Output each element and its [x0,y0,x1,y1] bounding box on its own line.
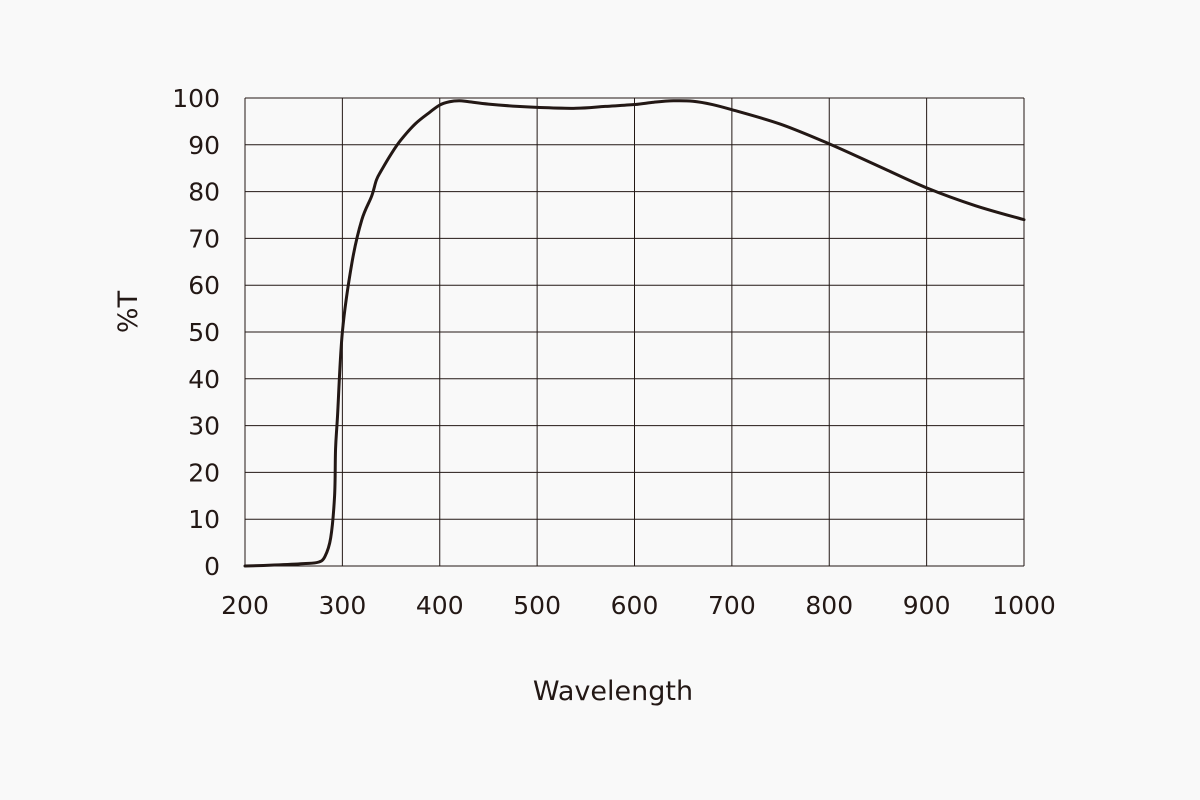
x-tick-label: 400 [416,591,464,620]
y-tick-label: 0 [204,552,220,581]
x-tick-label: 900 [903,591,951,620]
y-tick-label: 80 [188,178,220,207]
x-tick-label: 200 [221,591,269,620]
y-tick-label: 90 [188,131,220,160]
x-tick-label: 700 [708,591,756,620]
x-tick-label: 500 [513,591,561,620]
y-tick-label: 100 [172,84,220,113]
x-axis-title: Wavelength [533,676,693,707]
x-tick-labels: 200 300 400 500 600 700 800 900 1000 [221,591,1056,620]
x-tick-label: 300 [319,591,367,620]
series-line [243,99,1026,568]
y-tick-labels: 0 10 20 30 40 50 60 70 80 90 100 [172,84,220,581]
x-tick-label: 600 [611,591,659,620]
x-tick-label: 1000 [992,591,1056,620]
y-tick-label: 10 [188,505,220,534]
y-tick-label: 40 [188,365,220,394]
grid [244,97,1025,567]
y-tick-label: 20 [188,458,220,487]
y-tick-label: 60 [188,271,220,300]
y-tick-label: 30 [188,412,220,441]
y-tick-label: 70 [188,224,220,253]
y-tick-label: 50 [188,318,220,347]
y-axis-title: %T [113,290,144,333]
x-tick-label: 800 [805,591,853,620]
